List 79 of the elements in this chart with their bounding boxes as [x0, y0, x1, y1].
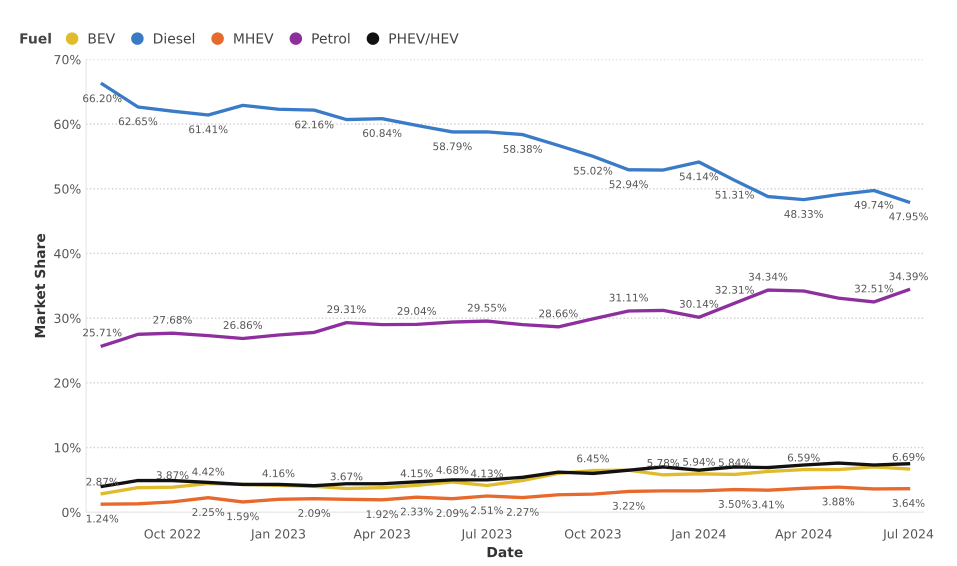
data-label: 27.68% [153, 316, 192, 324]
data-label: 2.27% [506, 508, 539, 516]
y-axis-title: Market Share [34, 234, 46, 338]
data-label: 62.16% [295, 120, 334, 128]
data-label: 1.59% [227, 512, 259, 520]
y-tick-label: 70% [54, 54, 81, 64]
data-label: 4.16% [262, 469, 294, 478]
data-label: 61.41% [189, 125, 228, 134]
y-tick-label: 30% [54, 314, 81, 324]
y-tick-label: 50% [54, 184, 81, 194]
legend-label: Diesel [154, 32, 194, 44]
data-label: 58.79% [433, 142, 472, 150]
data-label: 29.31% [327, 305, 366, 314]
data-label: 3.50% [718, 500, 751, 508]
x-axis-title: Date [488, 546, 523, 558]
data-label: 62.65% [118, 117, 158, 126]
data-label: 3.41% [752, 500, 784, 508]
x-tick-label: Oct 2022 [144, 529, 200, 539]
data-label: 1.24% [86, 514, 118, 523]
data-label: 60.84% [363, 129, 402, 137]
data-label: 31.11% [610, 294, 648, 302]
data-label: 32.51% [854, 284, 894, 292]
data-label: 30.14% [680, 300, 718, 308]
y-tick-label: 0% [62, 508, 81, 518]
data-label: 4.68% [436, 466, 468, 474]
data-label: 1.92% [366, 510, 398, 518]
x-tick-label: Jul 2024 [882, 528, 934, 541]
x-tick-label: Apr 2023 [354, 529, 410, 541]
y-tick-label: 40% [54, 248, 81, 258]
legend-label: BEV [88, 33, 116, 44]
x-tick-label: Oct 2023 [564, 529, 621, 539]
data-label: 66.20% [83, 94, 122, 102]
data-label: 3.87% [156, 471, 188, 480]
data-label: 26.86% [224, 321, 262, 330]
data-label: 48.33% [784, 210, 823, 218]
data-label: 58.38% [504, 145, 542, 153]
y-tick-label: 60% [54, 120, 81, 130]
data-label: 2.33% [400, 508, 433, 516]
y-tick-label: 10% [54, 443, 81, 452]
data-label: 2.09% [298, 509, 330, 518]
data-label: 25.71% [83, 328, 122, 336]
y-tick-label: 20% [54, 378, 81, 388]
x-tick-label: Apr 2024 [775, 529, 832, 541]
data-label: 51.31% [716, 190, 754, 199]
data-label: 6.69% [892, 452, 924, 461]
data-label: 3.64% [892, 499, 924, 507]
data-label: 32.31% [716, 286, 754, 294]
data-label: 5.78% [647, 458, 680, 467]
data-label: 3.88% [822, 498, 854, 506]
data-label: 6.59% [788, 454, 820, 462]
data-label: 52.94% [610, 180, 648, 188]
data-label: 29.04% [398, 307, 436, 315]
legend-label: PHEV/HEV [390, 33, 459, 45]
data-label: 49.74% [854, 200, 894, 209]
legend-label: Petrol [312, 32, 350, 44]
data-label: 4.13% [470, 470, 503, 478]
data-label: 5.94% [683, 458, 715, 466]
legend-label: MHEV [234, 33, 274, 44]
data-label: 54.14% [680, 172, 718, 180]
data-label: 47.95% [889, 212, 928, 220]
data-label: 6.45% [577, 454, 609, 462]
data-label: 4.42% [192, 468, 224, 476]
data-label: 34.39% [889, 272, 928, 280]
data-label: 3.22% [612, 502, 645, 510]
data-label: 5.84% [718, 458, 751, 466]
data-label: 4.15% [400, 469, 433, 478]
x-tick-label: Jul 2023 [460, 528, 512, 541]
legend-title: Fuel [20, 32, 51, 44]
data-label: 2.09% [436, 509, 468, 518]
x-tick-label: Jan 2024 [670, 529, 726, 541]
data-label: 2.51% [471, 506, 503, 514]
data-label: 55.02% [574, 166, 612, 175]
data-label: 3.67% [330, 472, 362, 480]
data-label: 29.55% [468, 304, 506, 312]
data-label: 28.66% [539, 309, 578, 318]
data-label: 2.25% [192, 508, 224, 516]
x-tick-label: Jan 2023 [250, 529, 306, 541]
data-label: 34.34% [748, 272, 788, 281]
data-label: 2.87% [86, 478, 118, 486]
